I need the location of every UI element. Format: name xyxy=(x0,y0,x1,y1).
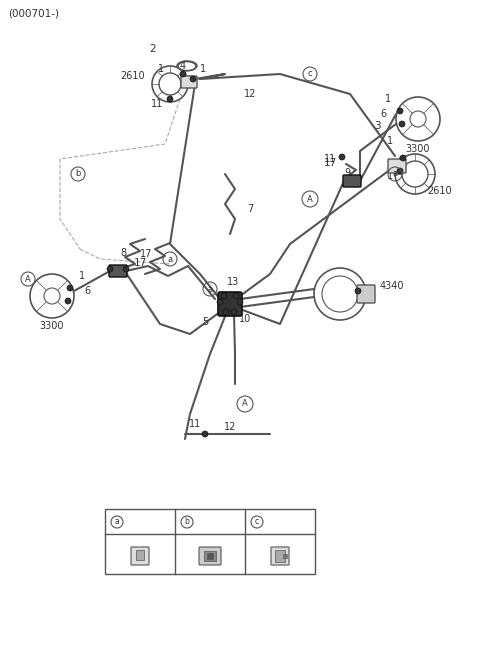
Bar xyxy=(283,554,287,558)
FancyBboxPatch shape xyxy=(357,285,375,303)
Text: 16: 16 xyxy=(266,517,280,527)
Text: 2610: 2610 xyxy=(120,71,145,81)
Circle shape xyxy=(190,76,196,82)
FancyBboxPatch shape xyxy=(343,175,361,187)
Text: a: a xyxy=(393,169,397,178)
Text: 11: 11 xyxy=(189,419,201,429)
FancyBboxPatch shape xyxy=(388,159,406,173)
Text: 4340: 4340 xyxy=(380,281,404,291)
Circle shape xyxy=(400,155,406,161)
Text: c: c xyxy=(308,69,312,79)
Circle shape xyxy=(221,293,227,299)
Text: 11: 11 xyxy=(324,154,336,164)
Text: 12: 12 xyxy=(244,89,256,99)
FancyBboxPatch shape xyxy=(218,292,242,316)
Text: 11: 11 xyxy=(151,99,163,109)
Circle shape xyxy=(107,266,113,272)
Circle shape xyxy=(217,299,223,305)
Text: 1: 1 xyxy=(387,171,393,181)
Circle shape xyxy=(180,71,186,77)
Circle shape xyxy=(67,285,73,291)
FancyBboxPatch shape xyxy=(271,547,289,565)
Text: 1: 1 xyxy=(385,94,391,104)
Text: 9: 9 xyxy=(344,168,350,178)
Circle shape xyxy=(167,96,173,102)
Circle shape xyxy=(231,309,237,315)
Text: 4: 4 xyxy=(397,156,403,166)
Text: 3: 3 xyxy=(374,121,380,131)
Text: 4: 4 xyxy=(180,61,186,71)
Text: 2610: 2610 xyxy=(428,186,452,196)
Circle shape xyxy=(223,309,229,315)
Text: b: b xyxy=(185,517,190,526)
Text: b: b xyxy=(75,169,81,178)
Text: a: a xyxy=(207,284,213,293)
Text: (000701-): (000701-) xyxy=(8,9,59,19)
Text: 8: 8 xyxy=(120,248,126,258)
Text: 17: 17 xyxy=(140,249,152,259)
Bar xyxy=(105,509,315,574)
Text: 17: 17 xyxy=(324,158,336,168)
Text: A: A xyxy=(242,400,248,408)
Text: 1: 1 xyxy=(158,64,164,74)
FancyBboxPatch shape xyxy=(131,547,149,565)
FancyBboxPatch shape xyxy=(109,265,127,277)
Circle shape xyxy=(397,108,403,114)
Text: 5: 5 xyxy=(202,317,208,327)
Text: 15: 15 xyxy=(196,517,210,527)
Text: 17: 17 xyxy=(133,258,146,268)
Text: 2: 2 xyxy=(150,44,156,54)
Text: A: A xyxy=(307,195,313,204)
Text: 3300: 3300 xyxy=(40,321,64,331)
Text: 13: 13 xyxy=(227,277,239,287)
Text: 3300: 3300 xyxy=(406,144,430,154)
Text: 12: 12 xyxy=(224,422,236,432)
Circle shape xyxy=(397,168,403,174)
Bar xyxy=(136,550,144,560)
Text: A: A xyxy=(25,275,31,284)
Circle shape xyxy=(399,121,405,127)
Text: 7: 7 xyxy=(247,204,253,214)
Circle shape xyxy=(339,154,345,160)
Circle shape xyxy=(233,293,239,299)
Circle shape xyxy=(355,288,361,294)
Text: c: c xyxy=(255,517,259,526)
Text: 1: 1 xyxy=(200,64,206,74)
Text: 14: 14 xyxy=(126,517,140,527)
FancyBboxPatch shape xyxy=(181,76,197,88)
Bar xyxy=(207,553,213,559)
Circle shape xyxy=(202,431,208,437)
Text: 10: 10 xyxy=(239,314,251,324)
Text: 6: 6 xyxy=(380,109,386,119)
Circle shape xyxy=(123,266,129,272)
Circle shape xyxy=(65,298,71,304)
Bar xyxy=(204,551,216,561)
Circle shape xyxy=(237,299,243,305)
Text: 1: 1 xyxy=(387,136,393,146)
Text: a: a xyxy=(168,254,173,263)
Text: 6: 6 xyxy=(84,286,90,296)
Text: a: a xyxy=(115,517,120,526)
Text: 1: 1 xyxy=(79,271,85,281)
Bar xyxy=(275,550,285,562)
FancyBboxPatch shape xyxy=(199,547,221,565)
